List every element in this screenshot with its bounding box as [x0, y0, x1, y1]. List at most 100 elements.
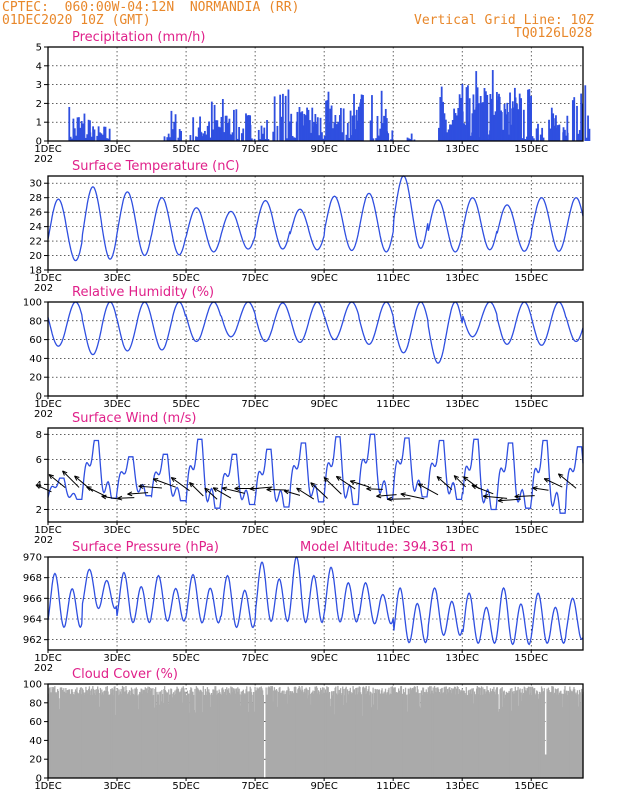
cloud-bar [476, 688, 478, 778]
cloud-bar [380, 693, 382, 778]
precip-bar [316, 117, 319, 141]
cloud-bar [134, 688, 136, 778]
cloud-bar [300, 691, 302, 778]
cloud-bar [178, 691, 180, 778]
cloud-bar [387, 689, 389, 778]
precip-bar [304, 115, 307, 141]
cloud-bar [522, 694, 524, 778]
cloud-bar [330, 698, 332, 778]
cloud-bar [530, 686, 532, 778]
cloud-bar [255, 690, 258, 778]
cloud-bar [389, 693, 392, 778]
cloud-bar [322, 687, 324, 778]
cloud-bar [449, 689, 452, 778]
cloud-bar [64, 692, 66, 778]
cloud-bar [107, 691, 109, 778]
cloud-bar [139, 691, 141, 778]
x-tick-label: 3DEC [103, 273, 130, 284]
rh-panel: 0 20 40 60 80 100 1DEC 3DEC 5DEC 7DEC 9DEC 11DEC 13D… [23, 285, 584, 420]
cloud-bar [243, 694, 245, 778]
cloud-title: Cloud Cover (%) [72, 667, 178, 682]
precip-bar [510, 124, 513, 141]
cloud-bar [497, 694, 499, 778]
cloud-bar [211, 694, 213, 778]
header-date: 01DEC2020 10Z (GMT) [2, 13, 151, 28]
cloud-bar [565, 690, 568, 778]
cloud-bar [484, 689, 486, 778]
precip-bar [213, 104, 216, 141]
precip-bar [333, 122, 336, 141]
cloud-bar [579, 692, 581, 778]
precip-bar [89, 120, 91, 141]
rh-frame [47, 301, 584, 397]
cloud-bar [522, 692, 525, 778]
cloud-bar [65, 692, 68, 778]
pres-panel: 962 964 966 968 970 1DEC 3DEC 5DEC 7DEC 9DEC 11DEC… [23, 540, 584, 674]
cloud-bar [557, 688, 559, 778]
cloud-bar [341, 693, 343, 778]
cloud-bar [210, 706, 212, 778]
cloud-bar [100, 694, 102, 778]
cloud-bar [384, 688, 387, 778]
cloud-bar [346, 702, 348, 778]
cloud-bar [439, 693, 441, 778]
cloud-bar [88, 686, 91, 778]
cloud-bar [73, 694, 75, 778]
precip-bar [351, 115, 354, 141]
cloud-bar [335, 693, 338, 778]
cloud-bar [166, 692, 169, 778]
cloud-bar [556, 689, 559, 778]
precip-bar [257, 129, 260, 141]
precip-bar [496, 136, 499, 141]
cloud-bar [413, 686, 416, 778]
cloud-bar [420, 690, 423, 778]
precip-bar [357, 120, 360, 141]
cloud-bar [97, 686, 99, 778]
cloud-bar [203, 695, 205, 778]
cloud-bar [394, 687, 396, 778]
cloud-bar [103, 691, 105, 778]
cloud-bar [428, 691, 430, 778]
cloud-bar [489, 692, 491, 778]
pres-frame [47, 556, 584, 651]
cloud-bar [66, 690, 68, 778]
cloud-bar [424, 693, 427, 778]
cloud-bar [425, 689, 427, 778]
cloud-bar [419, 692, 421, 778]
precip-bar [362, 94, 364, 141]
precip-bar [263, 127, 266, 141]
cloud-bar [376, 689, 378, 778]
cloud-bar [475, 693, 477, 778]
precip-bar [341, 132, 344, 141]
cloud-bar [285, 691, 287, 778]
cloud-bar [417, 689, 419, 778]
cloud-bar [302, 693, 305, 778]
cloud-bar [196, 687, 198, 778]
precip-bar [223, 132, 226, 141]
cloud-bar [542, 691, 544, 778]
wind-vector [336, 475, 356, 490]
precip-bar [467, 85, 469, 141]
cloud-bar [273, 690, 275, 778]
cloud-bar [459, 692, 461, 778]
cloud-bar [323, 687, 325, 778]
precip-bar [493, 114, 496, 141]
cloud-bar [208, 692, 211, 778]
cloud-bar [436, 687, 438, 778]
header-model-code: TQ0126L028 [514, 26, 593, 41]
cloud-bar [467, 690, 470, 778]
precip-bar [206, 125, 209, 141]
wind-vector [436, 476, 453, 490]
cloud-bar [362, 687, 364, 778]
cloud-bar [468, 689, 470, 778]
cloud-bar [336, 694, 338, 778]
cloud-bar [473, 691, 476, 778]
cloud-bar [246, 686, 248, 778]
cloud-bar [422, 687, 425, 778]
cloud-bar [80, 687, 82, 778]
cloud-bar [253, 711, 256, 778]
precip-bar [330, 105, 333, 141]
cloud-bar [450, 693, 452, 778]
cloud-bar [171, 697, 173, 778]
